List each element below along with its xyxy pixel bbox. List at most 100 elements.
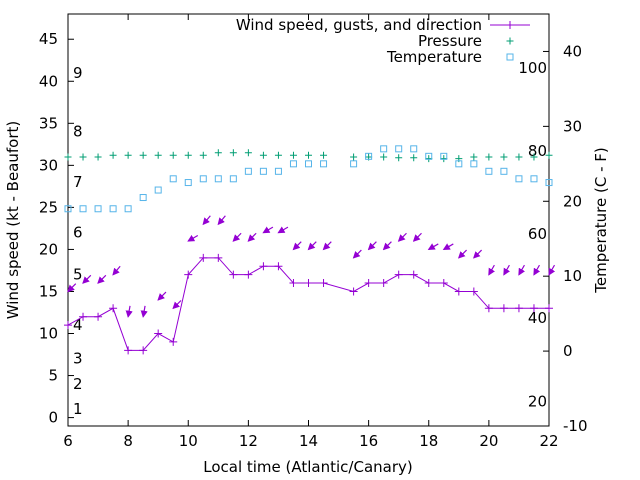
temperature-point [425, 152, 433, 160]
wind-point [79, 312, 88, 321]
pressure-point [94, 153, 102, 161]
gust-arrow [503, 264, 511, 276]
x-tick-label: 22 [539, 432, 558, 450]
wind-point [259, 262, 268, 271]
wind-point [469, 287, 478, 296]
x-tick-label: 10 [179, 432, 198, 450]
pressure-point [169, 151, 177, 159]
pressure-point [440, 155, 448, 163]
temperature-point [350, 160, 358, 168]
wind-point [124, 346, 133, 355]
y2-axis-title: Temperature (C - F) [592, 147, 610, 294]
y-tick-label: 5 [48, 367, 58, 385]
pressure-point [289, 151, 297, 159]
legend-marker [506, 21, 514, 29]
gust-arrow [172, 300, 182, 310]
legend-label: Wind speed, gusts, and direction [236, 16, 482, 34]
pressure-point [410, 154, 418, 162]
pressure-point [305, 151, 312, 159]
wind-point [289, 279, 298, 288]
pressure-point [425, 155, 433, 163]
wind-point [109, 304, 118, 313]
gust-arrow [277, 226, 289, 234]
wind-point [529, 304, 538, 313]
y2-tick-label: 20 [563, 192, 582, 210]
wind-point [304, 279, 313, 288]
temperature-point [199, 175, 207, 183]
gust-arrow [533, 264, 541, 276]
beaufort-label: 7 [73, 173, 83, 191]
x-tick-label: 20 [479, 432, 498, 450]
gust-arrow [247, 232, 257, 242]
pressure-point [470, 153, 478, 161]
pressure-point [515, 153, 523, 161]
y-tick-label: 10 [39, 325, 58, 343]
gust-arrow [232, 232, 242, 242]
beaufort-label: 9 [73, 64, 83, 82]
temperature-point [395, 145, 403, 153]
wind-point [214, 253, 223, 262]
pressure-point [229, 149, 237, 157]
wind-point [169, 337, 178, 346]
legend: Wind speed, gusts, and directionPressure… [236, 16, 530, 66]
pressure-point [320, 151, 328, 159]
x-tick-label: 12 [239, 432, 258, 450]
wind-point [64, 321, 72, 330]
wind-point [379, 279, 388, 288]
gust-arrow [157, 291, 167, 301]
beaufort-label: 8 [73, 123, 83, 141]
temperature-point [154, 186, 162, 194]
temperature-point [259, 167, 267, 175]
wind-point [439, 279, 448, 288]
temperature-point [274, 167, 282, 175]
x-tick-label: 6 [63, 432, 73, 450]
y-tick-label: 15 [39, 282, 58, 300]
gust-arrow [548, 264, 556, 276]
wind-point [244, 270, 253, 279]
temperature-point [184, 179, 192, 187]
gust-arrow [488, 264, 495, 276]
pressure-point [350, 153, 358, 161]
gust-arrow [472, 249, 483, 259]
wind-point [319, 279, 328, 288]
gust-arrow [442, 243, 454, 251]
wind-point [545, 304, 553, 313]
wind-point [229, 270, 238, 279]
gust-arrow [262, 226, 274, 234]
pressure-point [380, 153, 388, 161]
temperature-point [124, 205, 132, 213]
gust-arrow [457, 249, 468, 259]
axes: 6 8 10 12 14 16 18 20 22051015202530354045-10010… [39, 13, 588, 450]
y-tick-label: 35 [39, 114, 58, 132]
temperature-point [545, 179, 553, 187]
y2-tick-label: 40 [563, 42, 582, 60]
y2-tick-label: -10 [563, 417, 588, 435]
pressure-point [500, 153, 508, 161]
x-tick-label: 8 [123, 432, 133, 450]
temperature-point [289, 160, 297, 168]
pressure-point [64, 153, 72, 161]
y-tick-label: 20 [39, 240, 58, 258]
pressure-point [530, 153, 538, 161]
gust-arrow [292, 241, 302, 251]
wind-point [139, 346, 148, 355]
temperature-point [139, 194, 147, 202]
pressure-point [199, 151, 207, 159]
pressure-point [139, 151, 147, 159]
y-tick-label: 40 [39, 72, 58, 90]
plot-frame [67, 13, 550, 427]
gust-arrow [112, 265, 121, 276]
gust-arrow [82, 274, 92, 284]
pressure-point [395, 154, 403, 162]
beaufort-label: 5 [73, 266, 83, 284]
temperature-point [229, 175, 237, 183]
gust-arrow [67, 283, 77, 293]
temperature-point [470, 160, 478, 168]
pressure-point [184, 151, 192, 159]
pressure-point [244, 149, 252, 157]
wind-point [364, 279, 373, 288]
fahrenheit-label: 100 [518, 59, 547, 77]
y-tick-label: 30 [39, 156, 58, 174]
pressure-point [109, 151, 117, 159]
